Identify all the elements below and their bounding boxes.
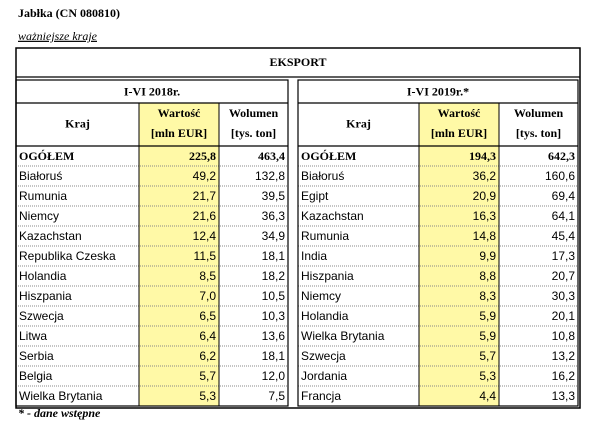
column-header: Wartość [158,106,201,120]
value: 18,2 [262,269,286,283]
country: Niemcy [301,289,341,303]
value: 21,7 [193,189,217,203]
value: 36,2 [473,169,497,183]
value: 5,9 [479,309,496,323]
country: Jordania [301,369,347,383]
country: Wielka Brytania [19,389,103,403]
value: 160,6 [545,169,575,183]
country: Hiszpania [301,269,354,283]
subtitle: ważniejsze kraje [18,29,98,43]
value: 7,5 [268,389,285,403]
country: India [301,249,327,263]
value: 13,6 [262,329,286,343]
value: 4,4 [479,389,496,403]
value: 10,8 [552,329,576,343]
country: Litwa [19,329,47,343]
country: OGÓŁEM [301,149,356,163]
value: 20,9 [473,189,497,203]
period: I-VI 2019r.* [407,84,469,98]
value: 10,3 [262,309,286,323]
value: 36,3 [262,209,286,223]
value: 10,5 [262,289,286,303]
country: Rumunia [301,229,349,243]
column-header: Kraj [346,116,371,130]
value: 8,5 [199,269,216,283]
value: 5,7 [199,369,216,383]
column-header: Wartość [438,106,481,120]
column-unit: [mln EUR] [151,126,207,140]
period: I-VI 2018r. [124,84,180,98]
value: 14,8 [473,229,497,243]
country: Wielka Brytania [301,329,385,343]
value: 13,3 [552,389,576,403]
panel-frame [297,79,579,407]
column-header: Kraj [65,116,90,130]
title: Jabłka (CN 080810) [18,6,120,20]
column-header: Wolumen [514,106,564,120]
column-unit: [tys. ton] [231,126,276,140]
column-unit: [tys. ton] [516,126,561,140]
value: 642,3 [548,149,575,163]
country: Hiszpania [19,289,72,303]
column-unit: [mln EUR] [431,126,487,140]
value: 8,8 [479,269,496,283]
country: Serbia [19,349,54,363]
value: 69,4 [552,189,576,203]
country: Holandia [19,269,67,283]
value: 7,0 [199,289,216,303]
value: 17,3 [552,249,576,263]
country: Francja [301,389,341,403]
value: 18,1 [262,249,286,263]
value: 5,9 [479,329,496,343]
footnote: * - dane wstępne [18,406,101,420]
value: 9,9 [479,249,496,263]
table-title: EKSPORT [270,55,327,69]
value: 6,2 [199,349,216,363]
value: 30,3 [552,289,576,303]
value: 132,8 [255,169,285,183]
panel-frame [15,79,289,407]
value: 11,5 [194,249,217,263]
country: Niemcy [19,209,59,223]
country: Białoruś [301,169,344,183]
value: 12,0 [262,369,286,383]
value: 21,6 [193,209,217,223]
value: 45,4 [552,229,576,243]
country: Szwecja [301,349,346,363]
country: Szwecja [19,309,64,323]
value: 39,5 [262,189,286,203]
value: 16,2 [552,369,576,383]
value-column-fill [139,103,219,406]
country: Egipt [301,189,329,203]
value: 5,3 [479,369,496,383]
country: Rumunia [19,189,67,203]
value: 34,9 [262,229,286,243]
value: 463,4 [258,149,285,163]
value: 18,1 [262,349,286,363]
value: 49,2 [193,169,217,183]
value: 20,1 [552,309,576,323]
country: Republika Czeska [19,249,116,263]
country: Białoruś [19,169,62,183]
value: 6,4 [199,329,216,343]
value: 8,3 [479,289,496,303]
value: 5,3 [199,389,216,403]
value: 6,5 [199,309,216,323]
country: Kazachstan [301,209,364,223]
value: 5,7 [479,349,496,363]
country: OGÓŁEM [19,149,74,163]
value: 13,2 [552,349,576,363]
value: 225,8 [189,149,216,163]
value: 20,7 [552,269,576,283]
value: 64,1 [552,209,576,223]
country: Kazachstan [19,229,82,243]
country: Belgia [19,369,53,383]
value: 12,4 [193,229,217,243]
value: 194,3 [469,149,496,163]
value: 16,3 [473,209,497,223]
country: Holandia [301,309,349,323]
column-header: Wolumen [229,106,279,120]
value-column-fill [419,103,499,406]
